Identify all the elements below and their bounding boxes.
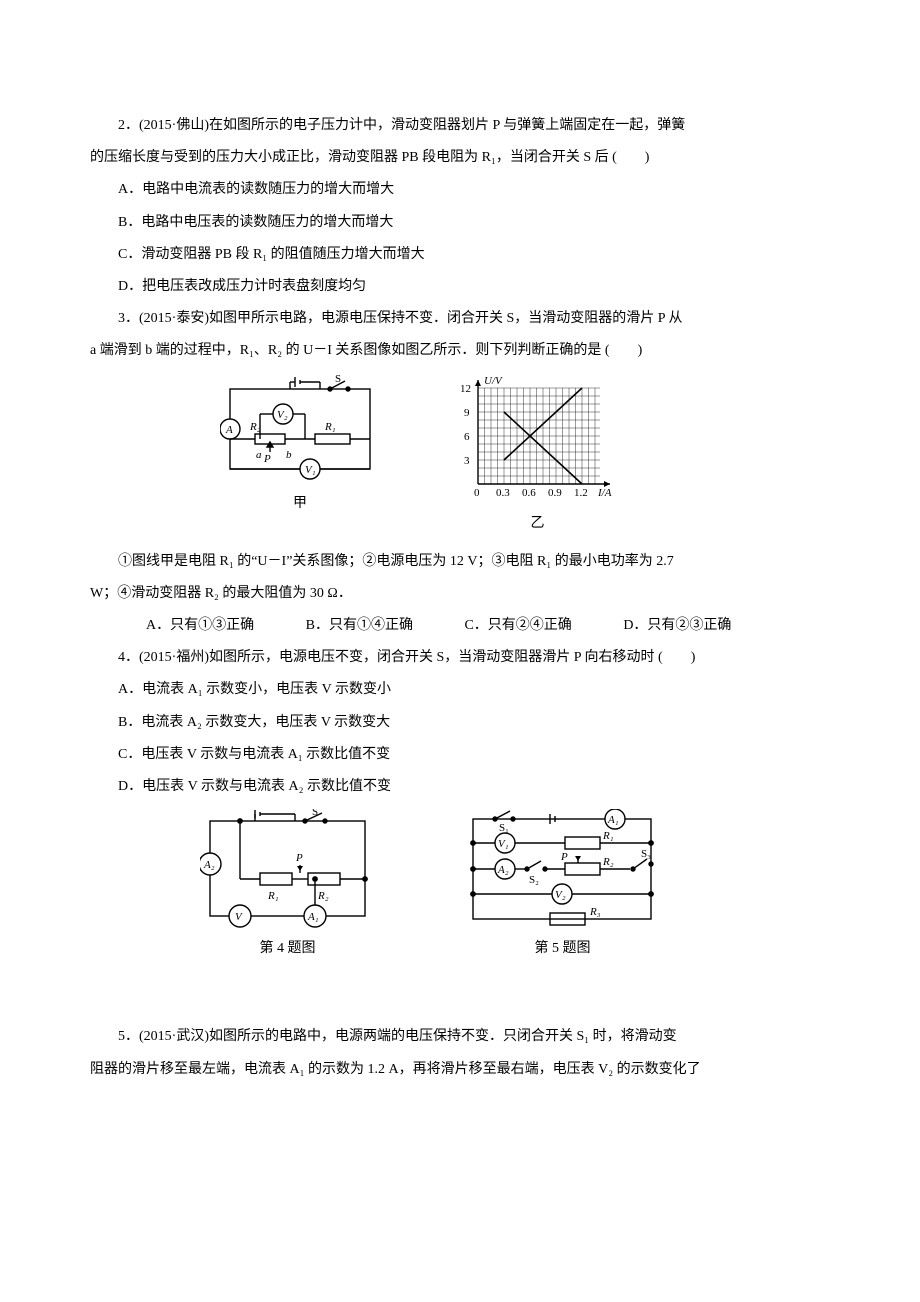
svg-text:0.3: 0.3 [496,487,510,499]
svg-text:S: S [312,809,318,818]
svg-text:A: A [225,424,233,436]
svg-text:S: S [335,374,341,385]
svg-text:R₂: R₂ [602,856,614,868]
q2-opt-c: C．滑动变阻器 PB 段 R₁ 的阻值随压力增大而增大 [90,239,830,271]
q4-circuit-diagram: A₂ V A₁ R₁ R₂ P S [200,809,375,929]
q3-caption-yi: 乙 [531,508,545,540]
svg-text:R₂: R₂ [249,421,261,433]
q3-ui-chart: 3 6 9 12 0 0.3 0.6 0.9 1.2 I/A U/V [450,374,625,504]
svg-text:9: 9 [464,407,470,419]
svg-text:S₁: S₁ [499,822,509,834]
svg-text:a: a [256,449,262,461]
q4-opt-a: A．电流表 A₁ 示数变小，电压表 V 示数变小 [90,674,830,706]
q5-stem-line2: 阻器的滑片移至最左端，电流表 A₁ 的示数为 1.2 A，再将滑片移至最右端，电… [90,1054,830,1086]
svg-text:R₂: R₂ [317,890,329,902]
svg-text:U/V: U/V [484,375,503,387]
svg-text:b: b [286,449,292,461]
svg-text:A₁: A₁ [307,911,319,923]
svg-text:P: P [263,453,271,465]
q3-opt-d: D．只有②③正确 [595,610,731,642]
q2-opt-a: A．电路中电流表的读数随压力的增大而增大 [90,174,830,206]
q2-stem-line2: 的压缩长度与受到的压力大小成正比，滑动变阻器 PB 段电阻为 R₁，当闭合开关 … [90,142,830,174]
svg-text:P: P [295,852,303,864]
q4-q5-figure-row: A₂ V A₁ R₁ R₂ P S 第 4 题图 [200,809,830,965]
svg-text:V₁: V₁ [498,838,509,850]
svg-text:6: 6 [464,431,470,443]
q3-caption-jia: 甲 [293,488,307,520]
svg-text:R₁: R₁ [602,830,614,842]
svg-text:R₁: R₁ [324,421,336,433]
q3-opt-a: A．只有①③正确 [118,610,254,642]
svg-text:0: 0 [474,487,480,499]
q4-caption: 第 4 题图 [260,933,316,965]
svg-text:R₁: R₁ [267,890,279,902]
q3-note-line2: W；④滑动变阻器 R₂ 的最大阻值为 30 Ω． [90,578,830,610]
q3-circuit-diagram: A V₂ V₁ R₂ R₁ a b P S [220,374,380,484]
svg-text:P: P [560,851,568,863]
q4-opt-c: C．电压表 V 示数与电流表 A₁ 示数比值不变 [90,739,830,771]
q5-caption: 第 5 题图 [535,933,591,965]
svg-text:S₂: S₂ [529,874,539,886]
q2-opt-d: D．把电压表改成压力计时表盘刻度均匀 [90,271,830,303]
q3-options: A．只有①③正确 B．只有①④正确 C．只有②④正确 D．只有②③正确 [90,610,830,642]
q3-opt-c: C．只有②④正确 [436,610,571,642]
svg-text:A₂: A₂ [497,864,509,876]
svg-text:V₂: V₂ [277,409,288,421]
q3-stem-line1: 3．(2015·泰安)如图甲所示电路，电源电压保持不变．闭合开关 S，当滑动变阻… [90,303,830,335]
svg-text:0.6: 0.6 [522,487,536,499]
q5-circuit-diagram: S₁ A₁ V₁ R₁ A₂ S₂ P R₂ S₃ V₂ R₃ [465,809,660,929]
q2-stem-line1: 2．(2015·佛山)在如图所示的电子压力计中，滑动变阻器划片 P 与弹簧上端固… [90,110,830,142]
svg-text:3: 3 [464,455,470,467]
svg-text:S₃: S₃ [641,848,651,860]
q4-stem: 4．(2015·福州)如图所示，电源电压不变，闭合开关 S，当滑动变阻器滑片 P… [90,642,830,674]
q4-opt-d: D．电压表 V 示数与电流表 A₂ 示数比值不变 [90,771,830,803]
svg-text:0.9: 0.9 [548,487,562,499]
svg-text:12: 12 [460,383,471,395]
q3-opt-b: B．只有①④正确 [278,610,413,642]
q5-stem-line1: 5．(2015·武汉)如图所示的电路中，电源两端的电压保持不变．只闭合开关 S₁… [90,1021,830,1053]
svg-text:V₁: V₁ [305,464,316,476]
svg-text:A₁: A₁ [607,814,619,826]
q3-stem-line2: a 端滑到 b 端的过程中，R₁、R₂ 的 U－I 关系图像如图乙所示．则下列判… [90,335,830,367]
svg-text:V₂: V₂ [555,889,566,901]
svg-text:1.2: 1.2 [574,487,588,499]
q4-opt-b: B．电流表 A₂ 示数变大，电压表 V 示数变大 [90,707,830,739]
svg-text:A₂: A₂ [203,859,215,871]
q2-opt-b: B．电路中电压表的读数随压力的增大而增大 [90,207,830,239]
q3-note-line1: ①图线甲是电阻 R₁ 的“U－I”关系图像；②电源电压为 12 V；③电阻 R₁… [90,546,830,578]
svg-text:R₃: R₃ [589,906,601,918]
svg-text:I/A: I/A [597,487,612,499]
q3-figure-row: A V₂ V₁ R₂ R₁ a b P S 甲 [220,374,830,540]
